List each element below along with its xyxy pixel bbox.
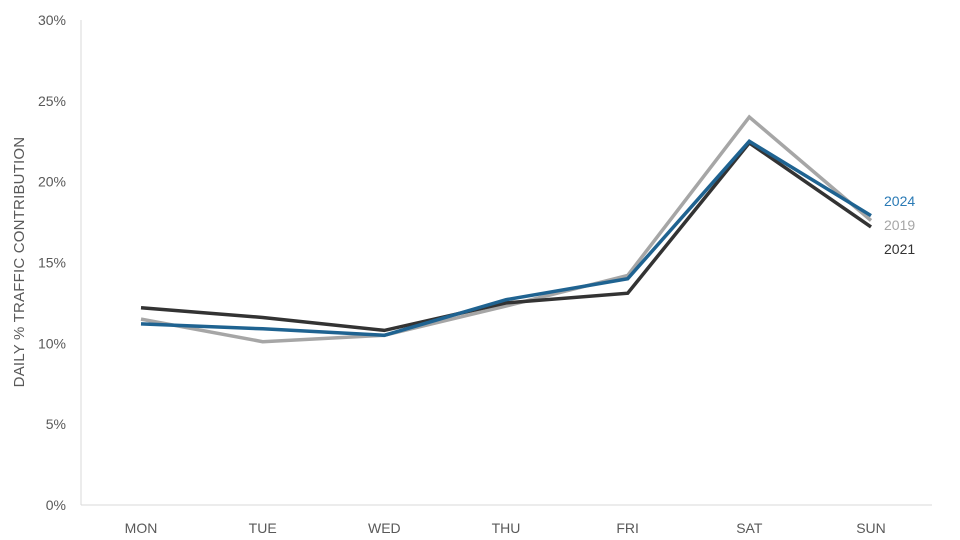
- x-tick-label: WED: [368, 520, 401, 536]
- x-tick-label: SUN: [856, 520, 886, 536]
- x-tick-label: SAT: [736, 520, 763, 536]
- x-tick-label: MON: [125, 520, 158, 536]
- x-tick-label: THU: [492, 520, 521, 536]
- y-tick-label: 15%: [38, 255, 66, 271]
- y-tick-label: 20%: [38, 174, 66, 190]
- y-tick-label: 5%: [46, 416, 66, 432]
- x-tick-label: TUE: [249, 520, 277, 536]
- y-tick-label: 25%: [38, 93, 66, 109]
- x-tick-label: FRI: [616, 520, 639, 536]
- y-tick-label: 0%: [46, 497, 66, 513]
- y-tick-label: 10%: [38, 335, 66, 351]
- series-line-2021: [140, 140, 872, 333]
- series-label-2024: 2024: [884, 193, 915, 209]
- y-tick-label: 30%: [38, 12, 66, 28]
- series-label-2021: 2021: [884, 241, 915, 257]
- series-label-2019: 2019: [884, 217, 915, 233]
- series-line-2019: [140, 114, 873, 344]
- y-axis-label: DAILY % TRAFFIC CONTRIBUTION: [11, 137, 28, 388]
- series-line-2024: [140, 139, 872, 338]
